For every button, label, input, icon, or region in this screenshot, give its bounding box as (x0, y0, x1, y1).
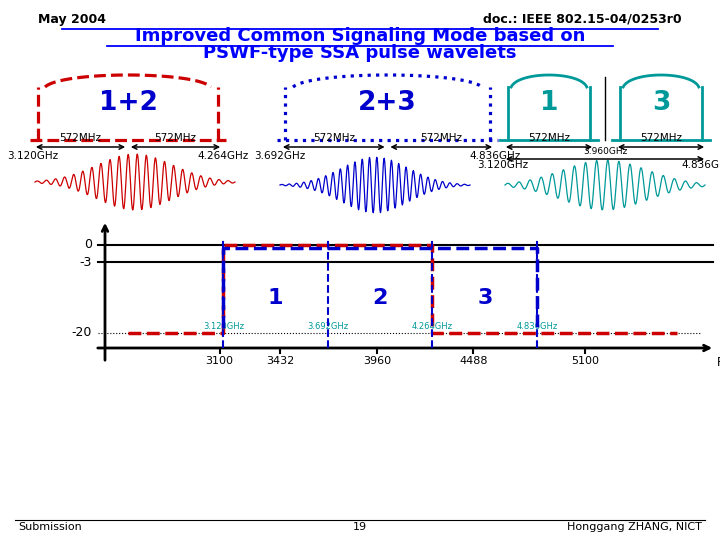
Text: 3.960GHz: 3.960GHz (582, 147, 627, 156)
Text: 572MHz: 572MHz (420, 133, 462, 143)
Text: 572MHz: 572MHz (528, 133, 570, 143)
Text: 4.264GHz: 4.264GHz (197, 151, 248, 161)
Text: 0: 0 (84, 239, 92, 252)
Text: 4.264GHz: 4.264GHz (412, 322, 453, 331)
Text: -3: -3 (80, 255, 92, 268)
Text: 1: 1 (268, 287, 284, 307)
Text: 3432: 3432 (266, 356, 294, 366)
Text: 3960: 3960 (363, 356, 391, 366)
Text: 4.836GHz: 4.836GHz (681, 160, 720, 170)
Text: 19: 19 (353, 522, 367, 532)
Text: 1: 1 (540, 91, 558, 117)
Text: doc.: IEEE 802.15-04/0253r0: doc.: IEEE 802.15-04/0253r0 (483, 13, 682, 26)
Text: 572MHz: 572MHz (155, 133, 197, 143)
Text: 3.692GHz: 3.692GHz (307, 322, 348, 331)
Text: 3100: 3100 (206, 356, 234, 366)
Text: 4488: 4488 (459, 356, 487, 366)
Text: 4.836GHz: 4.836GHz (469, 151, 521, 161)
Text: 2+3: 2+3 (358, 91, 417, 117)
Text: May 2004: May 2004 (38, 13, 106, 26)
Text: 572MHz: 572MHz (60, 133, 102, 143)
Text: 2: 2 (372, 287, 388, 307)
Text: 5100: 5100 (571, 356, 599, 366)
Text: 3.692GHz: 3.692GHz (254, 151, 305, 161)
Text: Submission: Submission (18, 522, 82, 532)
Text: 3: 3 (477, 287, 492, 307)
Text: 3.120GHz: 3.120GHz (477, 160, 528, 170)
Text: PSWF-type SSA pulse wavelets: PSWF-type SSA pulse wavelets (203, 44, 517, 62)
Text: Frequency (MHz): Frequency (MHz) (717, 356, 720, 369)
Text: 1+2: 1+2 (99, 91, 158, 117)
Text: -20: -20 (71, 327, 92, 340)
Text: 572MHz: 572MHz (312, 133, 355, 143)
Text: 572MHz: 572MHz (640, 133, 682, 143)
Text: 4.836GHz: 4.836GHz (516, 322, 558, 331)
Text: 3.120GHz: 3.120GHz (7, 151, 58, 161)
Text: 3.120GHz: 3.120GHz (203, 322, 244, 331)
Text: Honggang ZHANG, NICT: Honggang ZHANG, NICT (567, 522, 702, 532)
Text: 3: 3 (652, 91, 670, 117)
Text: Improved Common Signaling Mode based on: Improved Common Signaling Mode based on (135, 27, 585, 45)
